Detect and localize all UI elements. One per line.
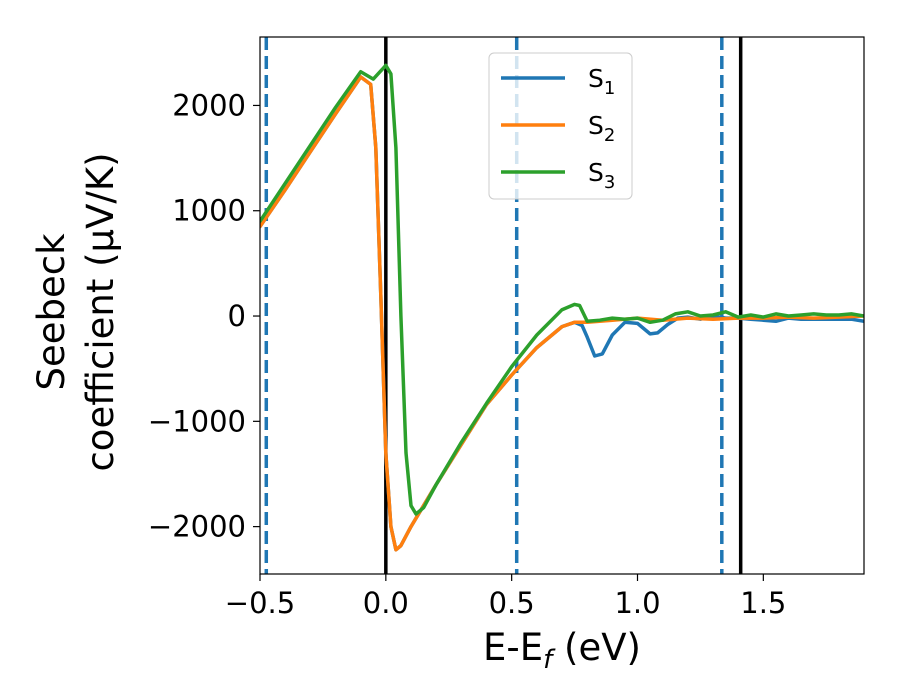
series-lines bbox=[260, 63, 864, 552]
x-tick-label: 1.5 bbox=[740, 586, 786, 620]
x-tick-label: 0.0 bbox=[363, 586, 409, 620]
x-tick-label: −0.5 bbox=[225, 586, 295, 620]
reference-lines bbox=[264, 37, 743, 574]
y-tick-label: 0 bbox=[228, 299, 246, 333]
x-tick-label: 0.5 bbox=[489, 586, 535, 620]
x-tick-label: 1.0 bbox=[614, 586, 660, 620]
legend-label-S1: S1 bbox=[588, 64, 615, 99]
y-tick-label: −2000 bbox=[148, 510, 246, 544]
y-tick-label: 1000 bbox=[172, 194, 246, 228]
legend-label-S3: S3 bbox=[588, 158, 615, 193]
legend: S1 S2 S3 bbox=[488, 52, 633, 200]
y-axis-title-line2: coefficient (μV/K) bbox=[79, 152, 122, 471]
y-tick-label: −1000 bbox=[148, 404, 246, 438]
y-axis-ticks: −2000 −1000 0 1000 2000 bbox=[148, 88, 260, 544]
plot-frame bbox=[259, 36, 865, 575]
x-axis-title: E-Ef (eV) bbox=[483, 626, 641, 675]
x-axis-ticks: −0.5 0.0 0.5 1.0 1.5 bbox=[225, 574, 786, 620]
legend-label-S2: S2 bbox=[588, 111, 615, 146]
series-line-S3 bbox=[260, 63, 864, 516]
y-tick-label: 2000 bbox=[172, 88, 246, 122]
y-axis-title-line1: Seebeck bbox=[30, 233, 73, 391]
series-line-S2 bbox=[260, 75, 864, 552]
